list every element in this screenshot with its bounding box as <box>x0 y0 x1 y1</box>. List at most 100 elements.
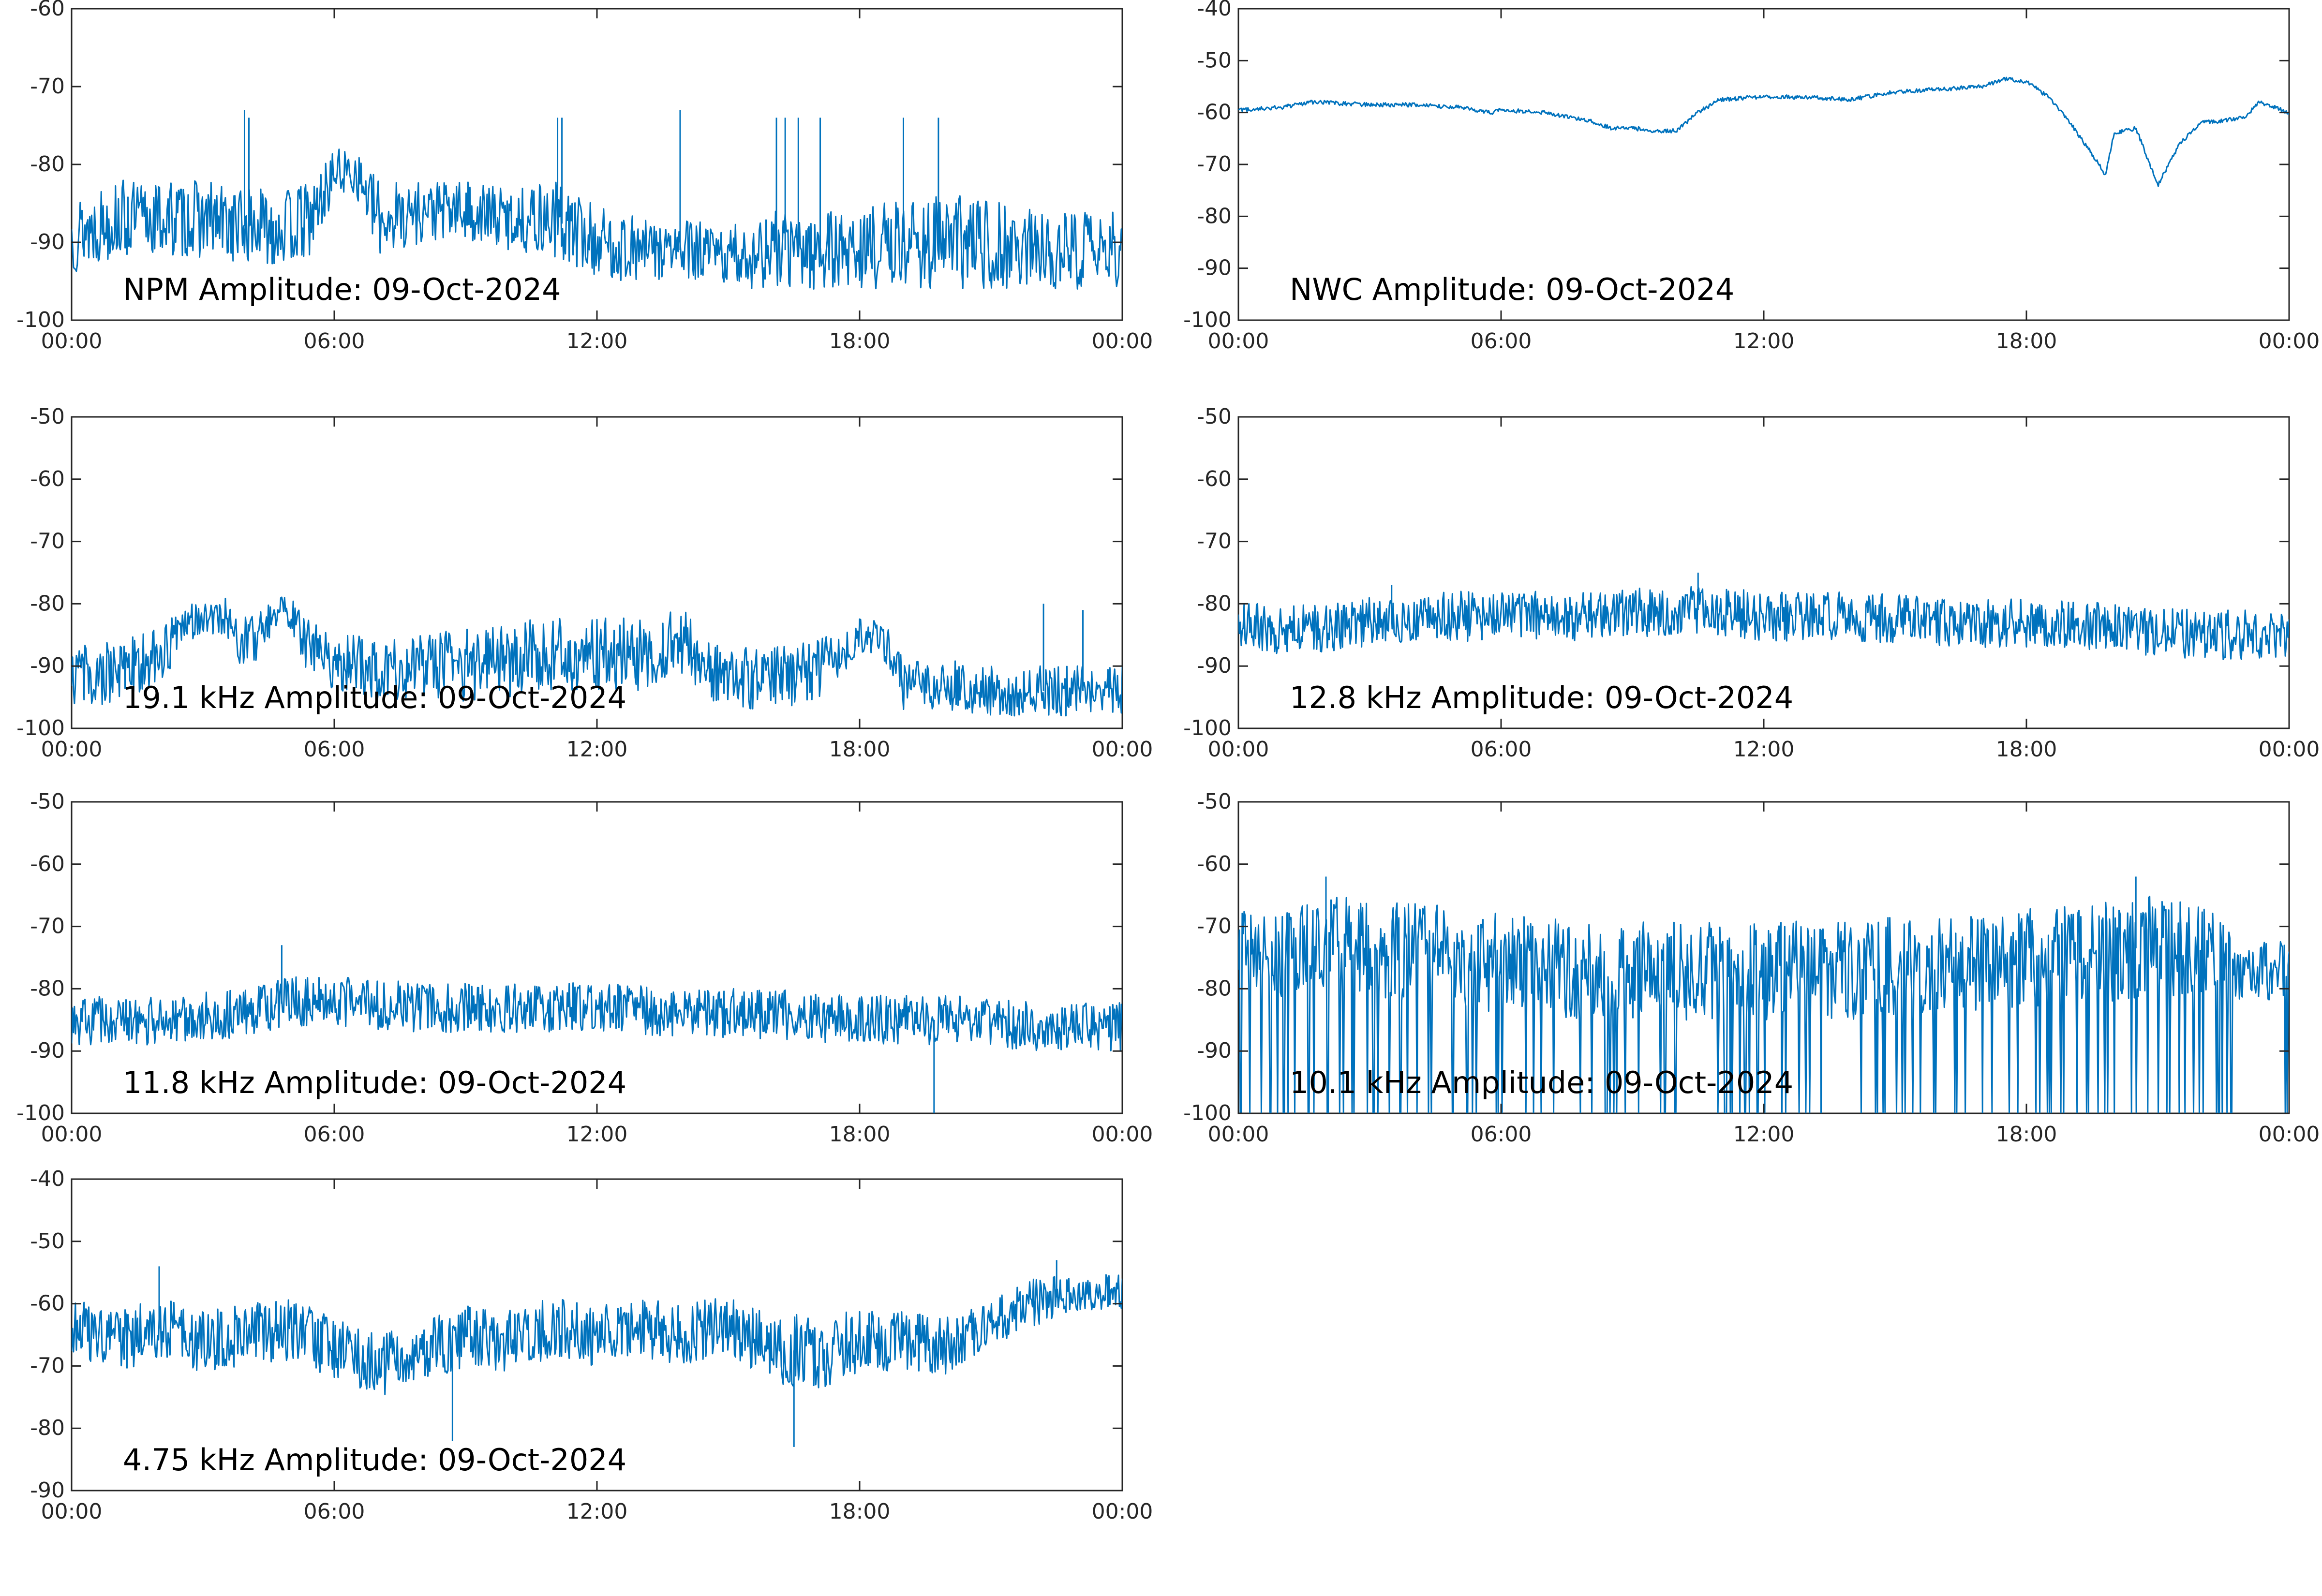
panel-7: 00:00 06:00 12:00 18:00 00:00 -40 -50 -60 -70 -80… <box>30 1167 1153 1524</box>
y-tick-label: -60 <box>30 0 65 21</box>
panel-label: 12.8 kHz Amplitude: 09-Oct-2024 <box>1290 680 1793 715</box>
y-tick-label: -70 <box>1197 914 1232 939</box>
x-tick-label: 00:00 <box>41 1122 103 1147</box>
y-tick-label: -50 <box>1197 404 1232 429</box>
x-tick-label: 12:00 <box>566 1122 628 1147</box>
y-tick-label: -70 <box>30 529 65 554</box>
panel-label: 11.8 kHz Amplitude: 09-Oct-2024 <box>123 1065 626 1100</box>
y-tick-label: -60 <box>30 467 65 491</box>
series-line <box>72 1274 1122 1395</box>
x-tick-label: 00:00 <box>1092 737 1153 762</box>
series-line <box>1238 896 2289 1113</box>
x-tick-label: 18:00 <box>1996 329 2057 354</box>
x-tick-label: 12:00 <box>566 329 628 354</box>
panel-label: 10.1 kHz Amplitude: 09-Oct-2024 <box>1290 1065 1793 1100</box>
y-tick-label: -50 <box>1197 48 1232 73</box>
x-tick-label: 00:00 <box>41 329 103 354</box>
y-tick-label: -50 <box>30 789 65 814</box>
y-tick-label: -50 <box>30 404 65 429</box>
x-tick-label: 00:00 <box>2259 329 2320 354</box>
x-tick-label: 00:00 <box>1092 1499 1153 1524</box>
x-tick-label: 06:00 <box>304 1122 365 1147</box>
x-tick-label: 18:00 <box>829 1122 891 1147</box>
x-tick-label: 18:00 <box>1996 737 2057 762</box>
y-tick-label: -70 <box>30 1353 65 1378</box>
y-tick-label: -70 <box>30 74 65 99</box>
axes-box <box>1237 8 2290 321</box>
y-tick-label: -90 <box>1197 1038 1232 1063</box>
y-tick-label: -80 <box>1197 976 1232 1001</box>
x-tick-label: 06:00 <box>304 1499 365 1524</box>
panel-label: NWC Amplitude: 09-Oct-2024 <box>1290 272 1734 307</box>
y-tick-label: -100 <box>1183 1101 1232 1125</box>
y-tick-label: -90 <box>1197 256 1232 281</box>
x-tick-label: 00:00 <box>1208 1122 1269 1147</box>
x-tick-label: 12:00 <box>1733 1122 1795 1147</box>
x-tick-label: 00:00 <box>2259 737 2320 762</box>
panel-6: 00:00 06:00 12:00 18:00 00:00 -50 -60 -70 -80 -90… <box>1183 789 2320 1147</box>
x-tick-label: 18:00 <box>829 329 891 354</box>
x-tick-label: 06:00 <box>1471 1122 1532 1147</box>
series-line <box>72 976 1122 1052</box>
x-tick-label: 12:00 <box>566 1499 628 1524</box>
y-tick-label: -60 <box>30 1291 65 1316</box>
panels: 00:00 06:00 12:00 18:00 00:00 -60 -70 -80 -90 -10… <box>16 0 2320 1524</box>
x-tick-label: 00:00 <box>41 737 103 762</box>
x-tick-label: 06:00 <box>304 737 365 762</box>
x-tick-label: 00:00 <box>1092 329 1153 354</box>
y-tick-label: -90 <box>30 653 65 678</box>
x-tick-label: 00:00 <box>1208 329 1269 354</box>
x-tick-label: 18:00 <box>829 1499 891 1524</box>
y-tick-label: -80 <box>1197 591 1232 616</box>
y-tick-label: -70 <box>30 914 65 939</box>
y-tick-label: -90 <box>1197 653 1232 678</box>
panel-2: 00:00 06:00 12:00 18:00 00:00 -40 -50 -60 -70 -80… <box>1183 0 2320 354</box>
x-tick-label: 12:00 <box>566 737 628 762</box>
series-line <box>72 148 1122 290</box>
y-tick-label: -100 <box>1183 716 1232 740</box>
y-tick-label: -80 <box>30 1416 65 1440</box>
y-tick-label: -70 <box>1197 529 1232 554</box>
panel-3: 00:00 06:00 12:00 18:00 00:00 -50 -60 -70 -80 -90… <box>16 404 1153 762</box>
x-tick-label: 00:00 <box>1208 737 1269 762</box>
y-tick-label: -60 <box>1197 467 1232 491</box>
x-tick-label: 18:00 <box>1996 1122 2057 1147</box>
y-tick-label: -100 <box>16 308 65 332</box>
y-tick-label: -60 <box>1197 100 1232 125</box>
y-tick-label: -70 <box>1197 152 1232 177</box>
series-line <box>72 596 1122 717</box>
y-tick-label: -90 <box>30 1038 65 1063</box>
axes-box <box>71 801 1123 1114</box>
y-tick-label: -90 <box>30 230 65 254</box>
y-tick-label: -80 <box>30 591 65 616</box>
x-tick-label: 06:00 <box>304 329 365 354</box>
axes-box <box>1237 416 2290 729</box>
series-line <box>1238 76 2289 187</box>
y-tick-label: -80 <box>30 152 65 177</box>
y-tick-label: -60 <box>30 852 65 876</box>
y-tick-label: -80 <box>1197 204 1232 228</box>
panel-label: 4.75 kHz Amplitude: 09-Oct-2024 <box>123 1442 626 1478</box>
y-tick-label: -100 <box>1183 308 1232 332</box>
y-tick-label: -50 <box>30 1229 65 1254</box>
x-tick-label: 06:00 <box>1471 329 1532 354</box>
panel-4: 00:00 06:00 12:00 18:00 00:00 -50 -60 -70 -80 -90… <box>1183 404 2320 762</box>
x-tick-label: 00:00 <box>1092 1122 1153 1147</box>
y-tick-label: -100 <box>16 1101 65 1125</box>
y-tick-label: -50 <box>1197 789 1232 814</box>
axes-box <box>71 8 1123 321</box>
y-tick-label: -90 <box>30 1478 65 1503</box>
x-tick-label: 00:00 <box>41 1499 103 1524</box>
y-tick-label: -100 <box>16 716 65 740</box>
panel-label: 19.1 kHz Amplitude: 09-Oct-2024 <box>123 680 626 715</box>
x-tick-label: 18:00 <box>829 737 891 762</box>
panel-1: 00:00 06:00 12:00 18:00 00:00 -60 -70 -80 -90 -10… <box>16 0 1153 354</box>
y-tick-label: -40 <box>30 1167 65 1191</box>
x-tick-label: 06:00 <box>1471 737 1532 762</box>
panel-label: NPM Amplitude: 09-Oct-2024 <box>123 272 561 307</box>
x-tick-label: 12:00 <box>1733 329 1795 354</box>
series-line <box>1238 586 2289 660</box>
x-tick-label: 12:00 <box>1733 737 1795 762</box>
y-tick-label: -60 <box>1197 852 1232 876</box>
